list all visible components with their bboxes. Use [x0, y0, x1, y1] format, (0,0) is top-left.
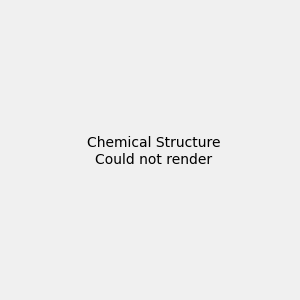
Text: Chemical Structure
Could not render: Chemical Structure Could not render: [87, 136, 220, 166]
